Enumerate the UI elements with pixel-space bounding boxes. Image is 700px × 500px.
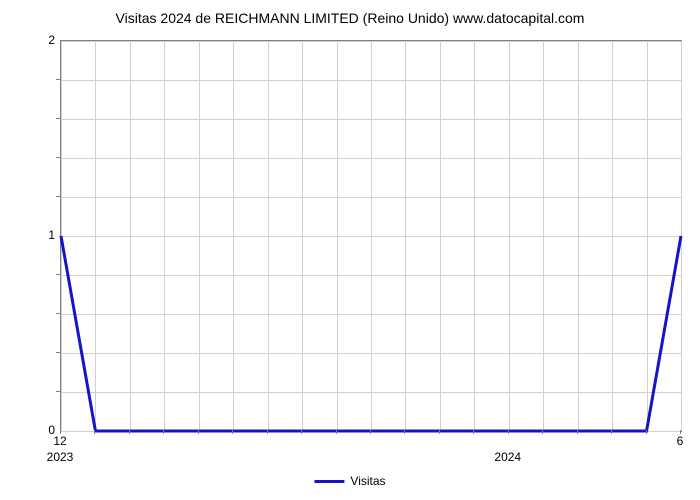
series-line bbox=[61, 236, 681, 431]
ytick-minor bbox=[56, 274, 60, 275]
legend-line-icon bbox=[314, 480, 344, 483]
xtick-minor bbox=[439, 430, 440, 434]
ytick-minor bbox=[56, 391, 60, 392]
xtick-minor bbox=[301, 430, 302, 434]
xtick-label: 12 bbox=[53, 434, 66, 448]
xtick-year-label: 2023 bbox=[47, 450, 74, 464]
legend: Visitas bbox=[314, 474, 385, 488]
xtick-minor bbox=[129, 430, 130, 434]
xtick-minor bbox=[198, 430, 199, 434]
ytick-minor bbox=[56, 352, 60, 353]
xtick-minor bbox=[646, 430, 647, 434]
ytick-minor bbox=[56, 196, 60, 197]
ytick-minor bbox=[56, 157, 60, 158]
grid-line-v bbox=[681, 41, 682, 431]
xtick-label: 6 bbox=[677, 434, 684, 448]
xtick-minor bbox=[232, 430, 233, 434]
xtick-minor bbox=[60, 430, 61, 434]
legend-label: Visitas bbox=[350, 474, 385, 488]
xtick-minor bbox=[611, 430, 612, 434]
xtick-minor bbox=[94, 430, 95, 434]
xtick-minor bbox=[163, 430, 164, 434]
xtick-year-label: 2024 bbox=[494, 450, 521, 464]
xtick-minor bbox=[473, 430, 474, 434]
ytick-minor bbox=[56, 118, 60, 119]
plot-area bbox=[60, 40, 682, 432]
xtick-minor bbox=[542, 430, 543, 434]
xtick-minor bbox=[508, 430, 509, 434]
line-series bbox=[61, 41, 681, 431]
xtick-minor bbox=[267, 430, 268, 434]
ytick-label: 1 bbox=[48, 228, 55, 242]
chart-title: Visitas 2024 de REICHMANN LIMITED (Reino… bbox=[10, 10, 690, 26]
xtick-minor bbox=[680, 430, 681, 434]
chart-container: Visitas 2024 de REICHMANN LIMITED (Reino… bbox=[10, 10, 690, 490]
ytick-minor bbox=[56, 79, 60, 80]
ytick-label: 2 bbox=[48, 33, 55, 47]
ytick-minor bbox=[56, 313, 60, 314]
xtick-minor bbox=[336, 430, 337, 434]
xtick-minor bbox=[577, 430, 578, 434]
xtick-minor bbox=[404, 430, 405, 434]
xtick-minor bbox=[370, 430, 371, 434]
